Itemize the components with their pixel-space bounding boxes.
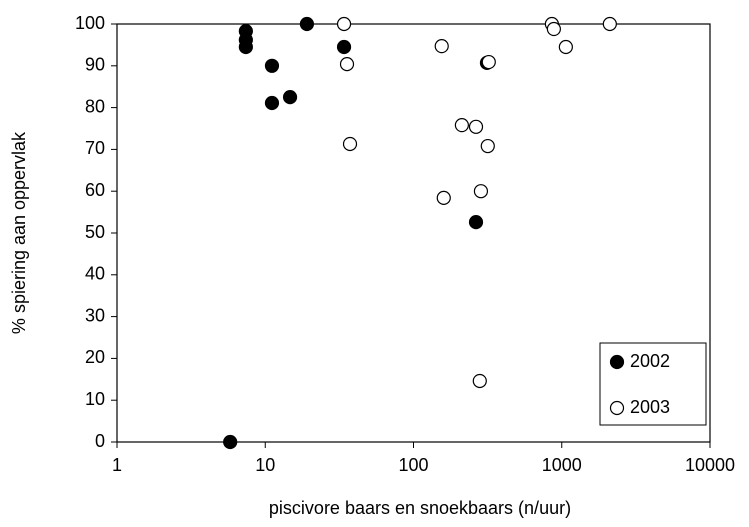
point	[299, 16, 315, 32]
x-tick-label: 1000	[542, 455, 582, 475]
x-tick-label: 100	[398, 455, 428, 475]
point	[336, 39, 352, 55]
y-tick-label: 50	[85, 222, 105, 242]
point	[481, 54, 496, 70]
point	[468, 215, 484, 230]
point	[468, 119, 484, 134]
point	[558, 39, 573, 55]
point	[339, 57, 355, 72]
y-tick-label: 60	[85, 180, 105, 200]
y-tick-label: 90	[85, 55, 105, 75]
point	[238, 39, 253, 55]
legend-label: 2003	[630, 397, 670, 417]
point	[546, 21, 561, 37]
point	[264, 58, 280, 73]
x-tick-label: 1	[112, 455, 122, 475]
point	[602, 16, 617, 32]
y-axis-title: % spiering aan oppervlak	[9, 131, 29, 334]
point	[480, 138, 495, 154]
y-tick-label: 10	[85, 389, 105, 409]
y-tick-label: 40	[85, 264, 105, 284]
point	[342, 136, 358, 152]
y-tick-label: 20	[85, 347, 105, 367]
point	[434, 39, 449, 54]
point	[264, 95, 280, 111]
y-tick-label: 70	[85, 138, 105, 158]
point	[336, 16, 352, 32]
legend-label: 2002	[630, 351, 670, 371]
x-tick-label: 10000	[685, 455, 735, 475]
y-tick-label: 0	[95, 431, 105, 451]
point	[436, 190, 451, 205]
y-tick-label: 30	[85, 305, 105, 325]
legend-marker	[609, 400, 625, 416]
point	[473, 184, 489, 199]
point	[223, 434, 238, 450]
point	[282, 90, 298, 105]
x-tick-label: 10	[255, 455, 275, 475]
legend-marker	[609, 354, 625, 370]
point	[454, 118, 469, 133]
y-tick-label: 100	[75, 13, 105, 33]
point	[472, 373, 487, 389]
y-tick-label: 80	[85, 96, 105, 116]
x-axis-title: piscivore baars en snoekbaars (n/uur)	[269, 498, 571, 518]
